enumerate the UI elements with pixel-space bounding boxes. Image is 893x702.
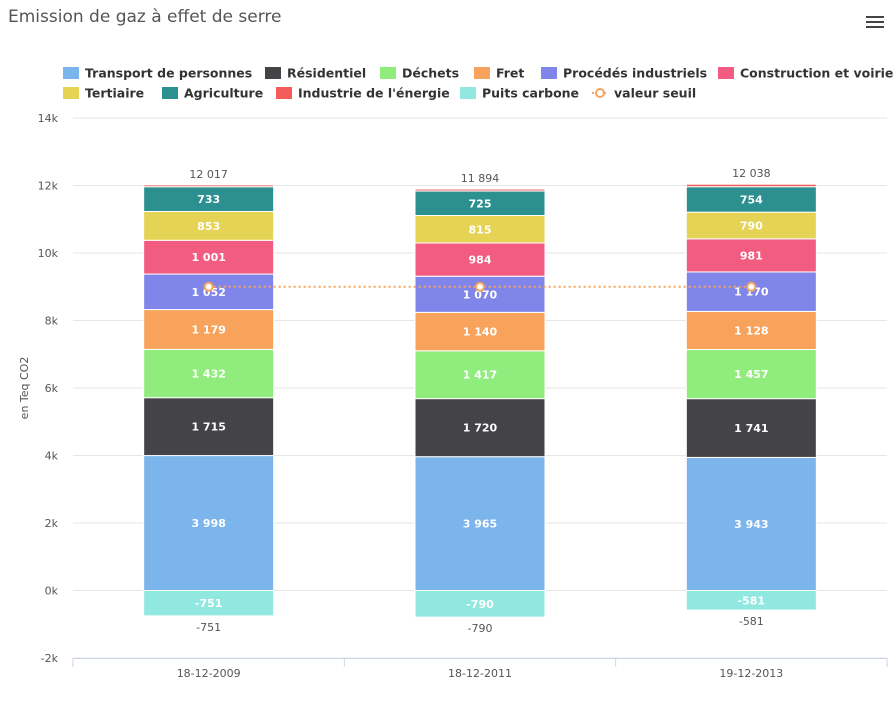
legend-item-label[interactable]: Construction et voirie: [740, 66, 893, 81]
stack-total-label: 12 017: [189, 168, 228, 181]
legend-swatch: [162, 87, 178, 99]
bar-data-label: 3 943: [734, 518, 768, 531]
bar-data-label: 1 457: [734, 368, 768, 381]
bar-segment[interactable]: [414, 398, 546, 458]
x-tick-label: 18-12-2011: [448, 667, 512, 680]
bar-data-label: 981: [740, 249, 763, 262]
legend-swatch: [276, 87, 292, 99]
threshold-point[interactable]: [203, 281, 214, 292]
legend-item-label[interactable]: Tertiaire: [85, 86, 144, 101]
bar-data-label: 1 001: [191, 251, 225, 264]
legend-swatch: [380, 67, 396, 79]
bar-data-label: 1 128: [734, 324, 768, 337]
bar-data-label: -751: [195, 597, 223, 610]
bar-data-label: 1 417: [463, 369, 497, 382]
chart-title: Emission de gaz à effet de serre: [8, 7, 282, 27]
legend-item-label[interactable]: Transport de personnes: [85, 66, 252, 81]
bar-data-label: 1 170: [734, 286, 769, 299]
stack-total-label: -581: [739, 615, 764, 628]
bar-segment[interactable]: [414, 350, 546, 400]
bar-data-label: 1 052: [191, 286, 225, 299]
bar-segment[interactable]: [685, 590, 817, 611]
stack-total-label: -751: [196, 621, 221, 634]
bar-segment[interactable]: [685, 398, 817, 458]
legend-swatch: [718, 67, 734, 79]
legend-item-label[interactable]: Puits carbone: [482, 86, 579, 101]
y-tick-label: 6k: [45, 382, 59, 395]
y-tick-label: -2k: [41, 652, 59, 665]
stack-total-label: 11 894: [461, 172, 500, 185]
bar-data-label: 733: [197, 193, 220, 206]
bar-segment[interactable]: [414, 590, 546, 618]
y-tick-label: 2k: [45, 517, 59, 530]
stack-total-label: 12 038: [732, 167, 771, 180]
x-tick-label: 18-12-2009: [177, 667, 241, 680]
bar-segment[interactable]: [143, 348, 275, 399]
legend-item-label[interactable]: Industrie de l'énergie: [298, 86, 450, 101]
legend-item-label[interactable]: Agriculture: [184, 86, 263, 101]
y-tick-label: 10k: [38, 247, 59, 260]
threshold-point[interactable]: [746, 281, 757, 292]
x-tick-label: 19-12-2013: [719, 667, 783, 680]
y-tick-label: 12k: [38, 180, 59, 193]
legend-item-label[interactable]: Résidentiel: [287, 66, 366, 81]
threshold-point[interactable]: [475, 281, 485, 292]
bar-segment[interactable]: [143, 186, 275, 212]
legend-swatch: [265, 67, 281, 79]
bar-data-label: 1 720: [463, 422, 498, 435]
bar-segment[interactable]: [685, 211, 817, 240]
bar-segment[interactable]: [414, 456, 546, 591]
legend-swatch: [460, 87, 476, 99]
bar-segment[interactable]: [685, 456, 817, 591]
legend-item-label[interactable]: Fret: [496, 66, 524, 81]
bar-data-label: -581: [738, 594, 766, 607]
bar-data-label: 815: [469, 223, 492, 236]
bar-segment[interactable]: [685, 348, 817, 400]
y-axis-title: en Teq CO2: [18, 357, 31, 420]
bar-data-label: 1 070: [463, 288, 498, 301]
bar-segment[interactable]: [414, 190, 546, 217]
bar-segment[interactable]: [143, 590, 275, 617]
bar-data-label: 790: [740, 219, 763, 232]
bar-data-label: 1 140: [463, 326, 498, 339]
legend-marker: [595, 88, 605, 98]
y-tick-label: 4k: [45, 450, 59, 463]
bar-segment[interactable]: [143, 239, 275, 275]
legend-item-label[interactable]: Procédés industriels: [563, 66, 707, 81]
legend-swatch: [541, 67, 557, 79]
legend-item-label[interactable]: valeur seuil: [614, 86, 696, 101]
bar-segment[interactable]: [143, 397, 275, 457]
legend-swatch: [63, 67, 79, 79]
bar-segment[interactable]: [143, 210, 275, 241]
y-tick-label: 14k: [38, 112, 59, 125]
stack-total-label: -790: [468, 622, 493, 635]
bar-data-label: 3 965: [463, 518, 497, 531]
bar-segment[interactable]: [685, 238, 817, 273]
bar-data-label: -790: [466, 598, 494, 611]
bar-data-label: 1 179: [191, 323, 225, 336]
bar-data-label: 725: [469, 197, 492, 210]
bar-data-label: 1 432: [191, 368, 225, 381]
bar-data-label: 984: [469, 254, 492, 267]
bar-data-label: 3 998: [191, 517, 225, 530]
y-tick-label: 0k: [45, 585, 59, 598]
y-tick-label: 8k: [45, 315, 59, 328]
bar-data-label: 1 715: [191, 421, 225, 434]
legend-item-label[interactable]: Déchets: [402, 66, 459, 81]
bar-segment[interactable]: [685, 183, 817, 188]
legend-swatch: [63, 87, 79, 99]
bar-segment[interactable]: [143, 455, 275, 591]
bar-data-label: 754: [740, 193, 763, 206]
bar-data-label: 1 741: [734, 422, 768, 435]
bar-segment[interactable]: [414, 188, 546, 192]
bar-segment[interactable]: [143, 184, 275, 188]
bar-segment[interactable]: [685, 310, 817, 350]
legend-swatch: [474, 67, 490, 79]
menu-icon[interactable]: [866, 16, 884, 30]
bar-segment[interactable]: [414, 242, 546, 277]
bar-data-label: 853: [197, 220, 220, 233]
bar-segment[interactable]: [414, 311, 546, 352]
